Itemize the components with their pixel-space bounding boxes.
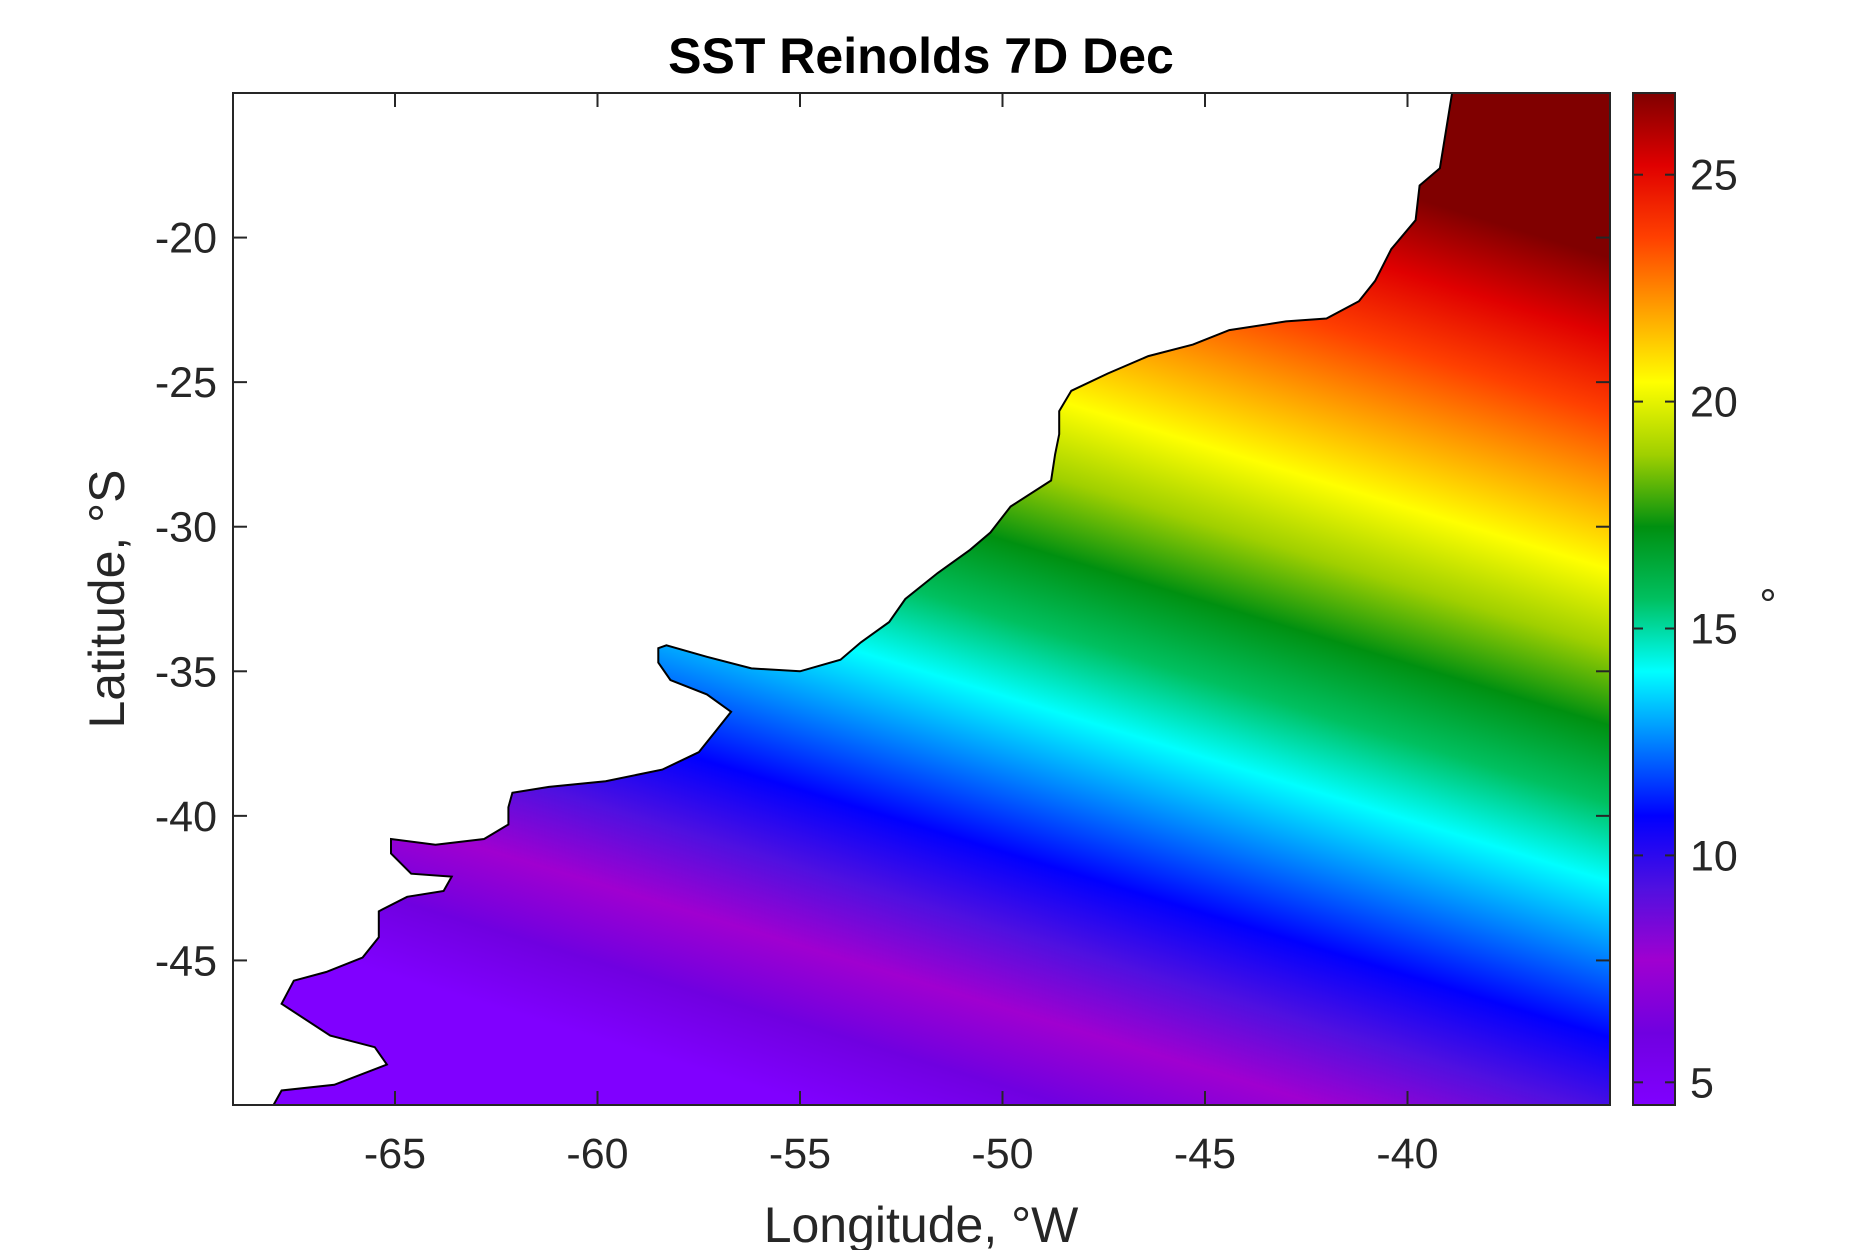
coastline xyxy=(272,93,1454,1105)
colorbar-tick-label: 10 xyxy=(1690,832,1738,880)
plot-area xyxy=(232,92,1611,1106)
y-tick-label: -40 xyxy=(155,793,217,841)
x-tick-label: -60 xyxy=(566,1130,628,1178)
colorbar-ticks: 25 20 15 10 5 xyxy=(1633,152,1738,1107)
y-tick-label: -20 xyxy=(155,215,217,263)
colorbar-label: ° xyxy=(1759,581,1776,629)
y-axis: -20 -25 -30 -35 -40 -45 xyxy=(155,215,1610,985)
colorbar-fill xyxy=(1633,93,1675,1105)
chart-title: SST Reinolds 7D Dec xyxy=(668,28,1174,84)
x-tick-label: -40 xyxy=(1376,1130,1438,1178)
colorbar: 25 20 15 10 5 ° xyxy=(1632,92,1777,1107)
colorbar-tick-label: 15 xyxy=(1690,605,1738,653)
colorbar-tick-label: 5 xyxy=(1690,1059,1714,1107)
y-tick-label: -45 xyxy=(155,937,217,985)
x-axis: -65 -60 -55 -50 -45 -40 xyxy=(364,93,1439,1178)
colorbar-tick-label: 25 xyxy=(1690,152,1738,200)
x-tick-label: -45 xyxy=(1174,1130,1236,1178)
plot-frame xyxy=(232,92,1611,1106)
sst-field xyxy=(272,93,1610,1105)
y-tick-label: -35 xyxy=(155,648,217,696)
sst-ocean-field xyxy=(273,93,1610,1105)
y-tick-label: -30 xyxy=(155,504,217,552)
y-tick-label: -25 xyxy=(155,359,217,407)
x-tick-label: -50 xyxy=(971,1130,1033,1178)
x-axis-label: Longitude, °W xyxy=(764,1197,1079,1250)
colorbar-frame xyxy=(1632,92,1676,1106)
x-tick-label: -55 xyxy=(769,1130,831,1178)
colorbar-tick-label: 20 xyxy=(1690,379,1738,427)
x-tick-label: -65 xyxy=(364,1130,426,1178)
y-axis-label: Latitude, °S xyxy=(79,469,135,728)
